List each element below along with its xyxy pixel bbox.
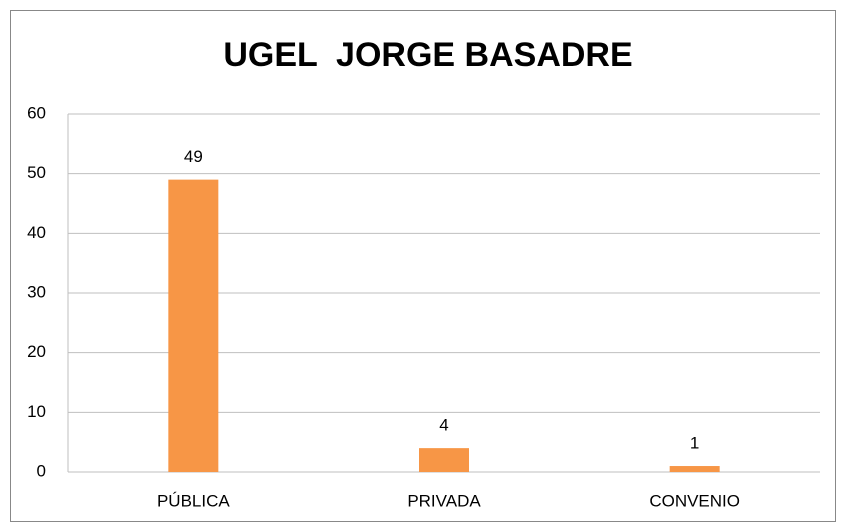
- y-tick-label: 10: [27, 402, 46, 421]
- x-tick-label: PRIVADA: [407, 491, 481, 510]
- x-tick-label: CONVENIO: [649, 491, 740, 510]
- y-tick-label: 30: [27, 282, 46, 301]
- y-tick-label: 60: [27, 103, 46, 122]
- y-tick-label: 20: [27, 342, 46, 361]
- bar: [419, 448, 469, 472]
- data-label: 4: [439, 416, 448, 435]
- bar: [168, 179, 219, 472]
- chart-frame: [10, 10, 836, 522]
- y-tick-label: 0: [37, 461, 46, 480]
- data-label: 49: [184, 147, 203, 166]
- y-tick-label: 40: [27, 223, 46, 242]
- y-tick-label: 50: [27, 163, 46, 182]
- data-label: 1: [690, 434, 699, 453]
- x-tick-label: PÚBLICA: [157, 491, 230, 510]
- chart-title: UGEL JORGE BASADRE: [223, 36, 632, 74]
- bar: [669, 466, 720, 472]
